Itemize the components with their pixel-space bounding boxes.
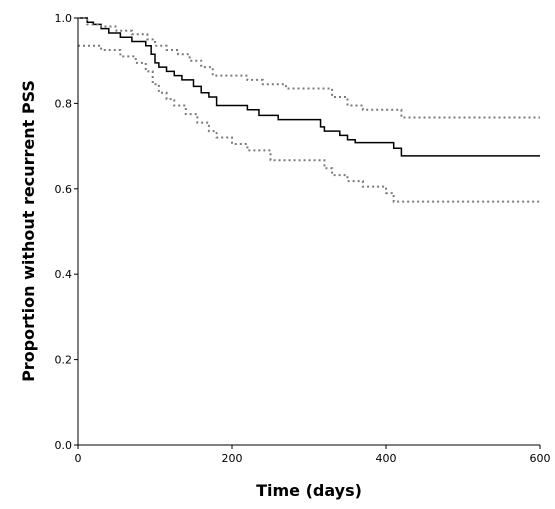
confidence-band-2 [78,44,540,203]
y-tick-label: 1.0 [55,12,73,25]
axes: 0.0 0.2 0.4 0.6 0.8 1.0 0 200 400 600 [55,12,551,465]
y-axis-title: Proportion without recurrent PSS [19,80,38,382]
survival-curve [78,17,540,157]
plot-area [78,17,540,203]
y-tick-label: 0.8 [55,97,73,110]
x-tick-label: 400 [376,452,397,465]
y-tick-label: 0.2 [55,354,73,367]
confidence-band-1 [78,17,540,119]
x-tick-label: 600 [530,452,551,465]
y-tick-label: 0.4 [55,268,73,281]
x-tick-label: 200 [222,452,243,465]
y-tick-label: 0.6 [55,183,73,196]
y-tick-label: 0.0 [55,439,73,452]
x-axis-title: Time (days) [256,481,362,500]
x-tick-label: 0 [75,452,82,465]
